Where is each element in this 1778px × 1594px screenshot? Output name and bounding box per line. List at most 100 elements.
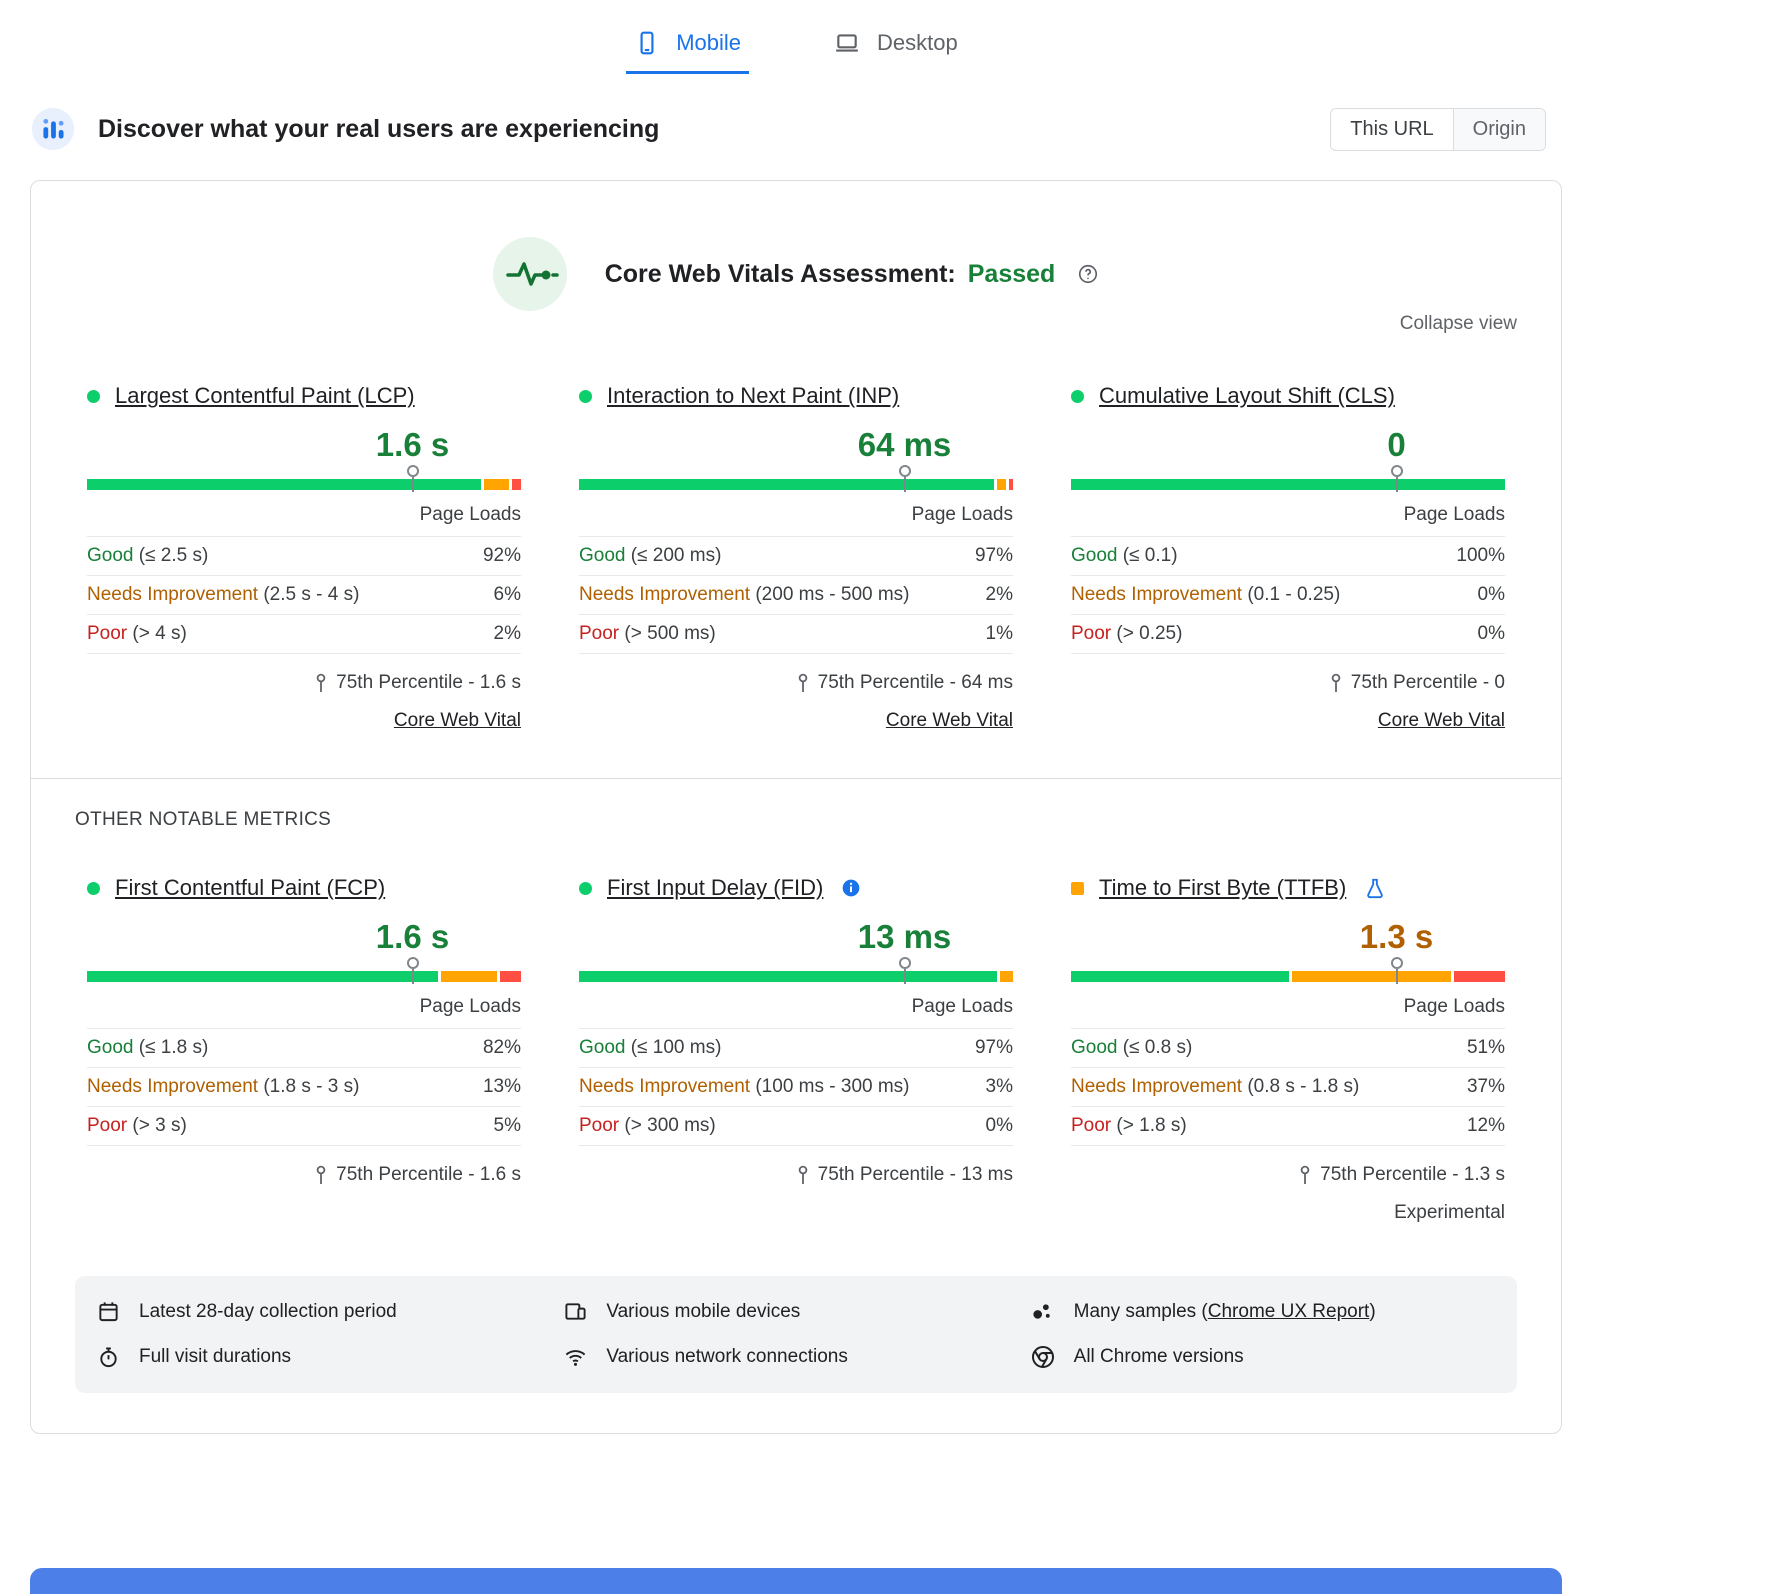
- distribution-table: Good (≤ 1.8 s) 82% Needs Improvement (1.…: [87, 1028, 521, 1146]
- scope-this-url-button[interactable]: This URL: [1331, 108, 1453, 150]
- page-loads-label: Page Loads: [419, 996, 521, 1017]
- collection-info-item: Full visit durations: [95, 1345, 562, 1369]
- threshold-pct: 92%: [482, 545, 521, 566]
- field-data-title: Discover what your real users are experi…: [98, 114, 660, 143]
- pin-icon: [796, 1165, 810, 1185]
- threshold-range: (0.1 - 0.25): [1247, 584, 1341, 605]
- threshold-name: Poor: [87, 623, 128, 644]
- metric-title-ttfb[interactable]: Time to First Byte (TTFB): [1099, 875, 1347, 900]
- threshold-range: (> 4 s): [132, 623, 187, 644]
- threshold-range: (100 ms - 300 ms): [755, 1076, 910, 1097]
- metric-value-fid: 13 ms: [857, 918, 952, 955]
- threshold-range: (200 ms - 500 ms): [755, 584, 910, 605]
- core-metrics-grid: Largest Contentful Paint (LCP) 1.6 s Pag…: [75, 383, 1517, 732]
- percentile-row: 75th Percentile - 0: [1071, 672, 1505, 694]
- threshold-row-good: Good (≤ 2.5 s) 92%: [87, 537, 521, 576]
- percentile-marker: [1390, 465, 1403, 492]
- metric-title-cls[interactable]: Cumulative Layout Shift (CLS): [1099, 383, 1395, 408]
- core-web-vitals-card: Core Web Vitals Assessment: Passed Colla…: [30, 180, 1562, 1434]
- tab-desktop-label: Desktop: [877, 30, 958, 55]
- collapse-view-link[interactable]: Collapse view: [1399, 313, 1517, 334]
- metric-value-fcp: 1.6 s: [375, 918, 450, 955]
- threshold-name: Good: [1071, 1037, 1118, 1058]
- tab-mobile-label: Mobile: [676, 30, 742, 55]
- samples-icon: [1030, 1300, 1056, 1323]
- threshold-pct: 97%: [974, 1037, 1013, 1058]
- collection-info-text: Various network connections: [606, 1346, 848, 1367]
- threshold-row-ni: Needs Improvement (1.8 s - 3 s) 13%: [87, 1068, 521, 1107]
- threshold-pct: 6%: [493, 584, 521, 605]
- threshold-name: Good: [87, 1037, 134, 1058]
- threshold-row-good: Good (≤ 200 ms) 97%: [579, 537, 1013, 576]
- chrome-ux-report-link[interactable]: Chrome UX Report: [1207, 1300, 1370, 1322]
- threshold-row-ni: Needs Improvement (100 ms - 300 ms) 3%: [579, 1068, 1013, 1107]
- core-web-vital-link[interactable]: Core Web Vital: [393, 710, 521, 731]
- tab-mobile[interactable]: Mobile: [626, 20, 750, 74]
- threshold-row-good: Good (≤ 100 ms) 97%: [579, 1029, 1013, 1068]
- segment-good: [579, 971, 998, 982]
- collection-info-item: Various network connections: [562, 1345, 1029, 1369]
- threshold-row-ni: Needs Improvement (200 ms - 500 ms) 2%: [579, 576, 1013, 615]
- pulse-icon: [492, 237, 567, 311]
- threshold-row-poor: Poor (> 3 s) 5%: [87, 1107, 521, 1146]
- threshold-row-poor: Poor (> 4 s) 2%: [87, 615, 521, 654]
- segment-poor: [1008, 479, 1013, 490]
- segment-ni: [1000, 971, 1013, 982]
- assessment-result: Passed: [967, 259, 1056, 288]
- metric-value-lcp: 1.6 s: [375, 426, 450, 463]
- collection-info-footer: Latest 28-day collection period Various …: [75, 1276, 1517, 1393]
- scope-origin-button[interactable]: Origin: [1452, 108, 1545, 150]
- segment-good: [1071, 479, 1505, 490]
- threshold-range: (0.8 s - 1.8 s): [1247, 1076, 1360, 1097]
- threshold-range: (≤ 0.8 s): [1122, 1037, 1193, 1058]
- threshold-name: Poor: [1071, 1115, 1112, 1136]
- threshold-name: Needs Improvement: [87, 1076, 259, 1097]
- tab-desktop[interactable]: Desktop: [825, 20, 966, 74]
- threshold-pct: 13%: [482, 1076, 521, 1097]
- other-metrics-label: OTHER NOTABLE METRICS: [75, 809, 332, 830]
- field-data-header: Discover what your real users are experi…: [30, 106, 1562, 152]
- metric-card-inp: Interaction to Next Paint (INP) 64 ms Pa…: [579, 383, 1013, 732]
- experiment-flask-icon[interactable]: [1364, 876, 1386, 900]
- field-data-icon: [30, 106, 76, 152]
- core-web-vital-link[interactable]: Core Web Vital: [1377, 710, 1505, 731]
- help-icon[interactable]: [1077, 263, 1099, 285]
- threshold-name: Needs Improvement: [579, 1076, 751, 1097]
- segment-ni: [483, 479, 510, 490]
- distribution-bar: [1071, 465, 1505, 492]
- threshold-pct: 0%: [1477, 584, 1505, 605]
- distribution-table: Good (≤ 2.5 s) 92% Needs Improvement (2.…: [87, 536, 521, 654]
- metric-title-fcp[interactable]: First Contentful Paint (FCP): [115, 875, 386, 900]
- threshold-name: Needs Improvement: [87, 584, 259, 605]
- threshold-range: (≤ 200 ms): [630, 545, 722, 566]
- core-web-vital-link[interactable]: Core Web Vital: [885, 710, 1013, 731]
- distribution-bar: [579, 957, 1013, 984]
- distribution-table: Good (≤ 100 ms) 97% Needs Improvement (1…: [579, 1028, 1013, 1146]
- threshold-row-good: Good (≤ 1.8 s) 82%: [87, 1029, 521, 1068]
- threshold-name: Needs Improvement: [579, 584, 751, 605]
- collection-info-text: Latest 28-day collection period: [139, 1300, 397, 1322]
- green-dot-bullet: [579, 881, 592, 895]
- threshold-range: (> 500 ms): [624, 623, 716, 644]
- network-icon: [562, 1346, 588, 1369]
- pin-icon: [314, 1165, 328, 1185]
- threshold-pct: 1%: [985, 623, 1013, 644]
- devices-icon: [562, 1300, 588, 1323]
- metric-title-fid[interactable]: First Input Delay (FID): [607, 875, 824, 900]
- threshold-name: Good: [1071, 545, 1118, 566]
- collection-info-item: Latest 28-day collection period: [95, 1300, 562, 1323]
- collection-info-item: Various mobile devices: [562, 1300, 1029, 1323]
- metric-title-lcp[interactable]: Largest Contentful Paint (LCP): [115, 383, 415, 408]
- threshold-range: (≤ 100 ms): [630, 1037, 722, 1058]
- distribution-table: Good (≤ 200 ms) 97% Needs Improvement (2…: [579, 536, 1013, 654]
- threshold-row-ni: Needs Improvement (0.8 s - 1.8 s) 37%: [1071, 1068, 1505, 1107]
- threshold-range: (2.5 s - 4 s): [263, 584, 360, 605]
- segment-ni: [997, 479, 1006, 490]
- threshold-name: Needs Improvement: [1071, 584, 1243, 605]
- metric-title-inp[interactable]: Interaction to Next Paint (INP): [607, 383, 900, 408]
- stopwatch-icon: [95, 1346, 121, 1369]
- info-icon[interactable]: [841, 878, 861, 898]
- mobile-icon: [634, 30, 660, 56]
- metric-value-ttfb: 1.3 s: [1359, 918, 1434, 955]
- threshold-range: (≤ 2.5 s): [138, 545, 209, 566]
